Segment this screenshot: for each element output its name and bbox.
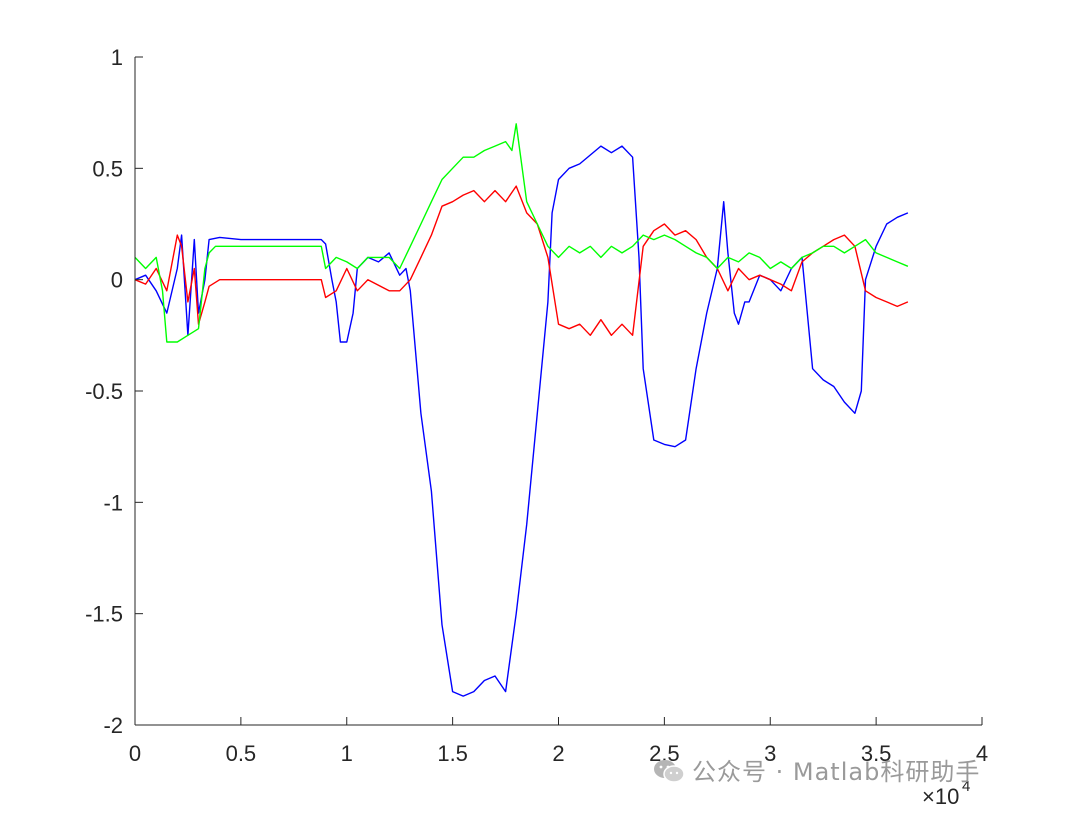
x-tick-label: 0.5: [226, 741, 257, 766]
y-tick-label: 1: [111, 45, 123, 70]
x-tick-label: 3.5: [861, 741, 892, 766]
x-tick-label: 1.5: [437, 741, 468, 766]
y-tick-label: 0.5: [92, 156, 123, 181]
x-tick-label: 1: [341, 741, 353, 766]
series-line-1: [134, 145, 909, 697]
series-line-3: [134, 123, 909, 343]
y-tick-label: -1: [103, 490, 123, 515]
x-exponent-power: 4: [962, 778, 970, 795]
y-tick-label: -0.5: [85, 379, 123, 404]
watermark-text: 公众号 · Matlab科研助手: [692, 758, 981, 786]
x-tick-label: 0: [129, 741, 141, 766]
y-tick-label: -1.5: [85, 602, 123, 627]
watermark: 公众号 · Matlab科研助手: [652, 752, 980, 787]
y-tick-label: 0: [111, 268, 123, 293]
x-tick-label: 3: [764, 741, 776, 766]
axes-layer: 0 0.5 1 1.5 2 2.5 3 3.5 410.50-0.5-1-1.5-2: [85, 45, 988, 766]
y-tick-label: -2: [103, 713, 123, 738]
wechat-icon: [654, 760, 685, 783]
x-tick-label: 4: [976, 741, 988, 766]
series-layer: [134, 123, 909, 697]
x-axis-exponent-label: ×10 4: [922, 778, 970, 809]
x-tick-label: 2: [552, 741, 564, 766]
x-exponent-base: ×10: [922, 784, 959, 809]
series-line-2: [134, 185, 909, 336]
